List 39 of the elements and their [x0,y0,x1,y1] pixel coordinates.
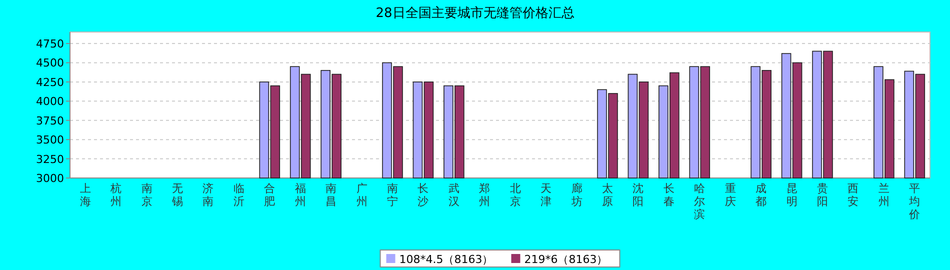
x-tick-label: 合肥 [264,182,276,208]
y-tick-label: 3750 [36,114,64,128]
x-tick-label: 南宁 [387,182,398,208]
x-tick-label: 长沙 [418,182,429,208]
x-tick-label: 西安 [848,182,859,208]
y-tick-label: 3500 [36,134,64,147]
x-tick-label: 南京 [141,182,152,208]
x-tick-label: 哈尔滨 [694,182,706,221]
legend-label: 108*4.5（8163） [399,253,494,266]
x-tick-label: 郑州 [479,182,490,208]
y-tick-label: 3000 [36,172,64,185]
x-tick-label: 廊坊 [570,182,582,208]
x-tick-label: 沈阳 [632,182,644,208]
x-tick-label: 福州 [294,182,306,208]
chart-title: 28日全国主要城市无缝管价格汇总 [376,5,574,21]
x-tick-label: 成都 [756,182,767,208]
x-tick-label: 无锡 [171,182,183,208]
y-tick-label: 4250 [36,76,64,89]
x-tick-label: 上海 [80,182,91,208]
y-tick-label: 4750 [36,38,64,51]
y-tick-label: 4000 [36,95,64,108]
y-tick-label: 4500 [36,56,64,70]
x-tick-label: 贵阳 [817,182,828,208]
x-tick-label: 临沂 [233,182,244,208]
x-tick-label: 昆明 [786,182,798,208]
legend-label: 219*6（8163） [524,253,608,266]
x-tick-label: 武汉 [448,182,460,208]
x-tick-label: 长春 [663,182,674,208]
x-tick-label: 南昌 [326,182,337,208]
y-tick-label: 3250 [36,152,64,166]
x-tick-label: 平均价 [908,182,920,221]
x-tick-label: 天津 [540,182,552,208]
x-tick-label: 北京 [510,182,521,208]
x-tick-label: 杭州 [110,182,122,208]
x-tick-label: 太原 [602,182,613,208]
x-tick-label: 济南 [202,182,214,208]
x-tick-label: 重庆 [724,182,736,208]
x-tick-label: 兰州 [878,182,890,208]
x-tick-label: 广州 [356,182,368,208]
